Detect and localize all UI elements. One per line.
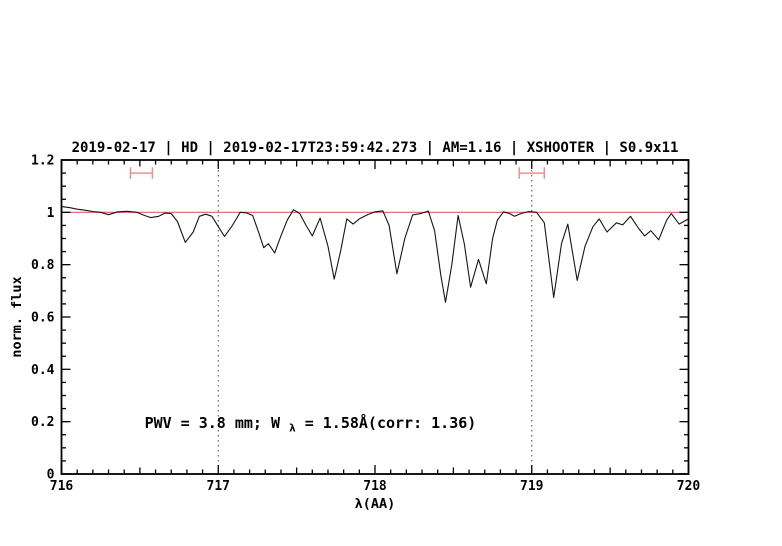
y-tick-label: 1 [47, 206, 55, 221]
y-tick-label: 0.8 [31, 258, 55, 273]
pwv-annotation-suffix: = 1.58Å(corr: 1.36) [305, 413, 477, 432]
pwv-annotation-subscript: λ [289, 421, 296, 434]
y-tick-label: 1.2 [31, 154, 54, 169]
pwv-annotation-prefix: PWV = 3.8 mm; W [145, 414, 281, 432]
axis-ticks [60, 159, 690, 475]
x-tick-label: 718 [363, 479, 387, 494]
x-tick-label: 719 [520, 479, 543, 494]
pwv-range-markers [129, 167, 546, 179]
y-tick-label: 0.4 [31, 363, 55, 378]
pwv-annotation: PWV = 3.8 mm; W λ = 1.58Å(corr: 1.36) [145, 413, 477, 436]
range-marker [129, 167, 154, 179]
spectrum-trace [60, 206, 690, 303]
y-tick-label: 0.6 [31, 311, 55, 326]
x-tick-label: 716 [50, 479, 74, 494]
plot-title: 2019-02-17 | HD | 2019-02-17T23:59:42.27… [72, 140, 679, 156]
y-tick-label: 0.2 [31, 415, 54, 430]
y-tick-label: 0 [47, 468, 55, 483]
x-tick-label: 717 [207, 479, 230, 494]
range-marker [518, 167, 546, 179]
y-axis-title: norm. flux [9, 276, 25, 357]
x-tick-label: 720 [677, 479, 701, 494]
spectrum-line [60, 206, 690, 303]
axis-tick-labels: 716 717 718 719 720 0 0.2 0.4 0.6 0.8 1 1.2 [31, 154, 700, 495]
x-axis-title: λ(AA) [355, 496, 396, 512]
